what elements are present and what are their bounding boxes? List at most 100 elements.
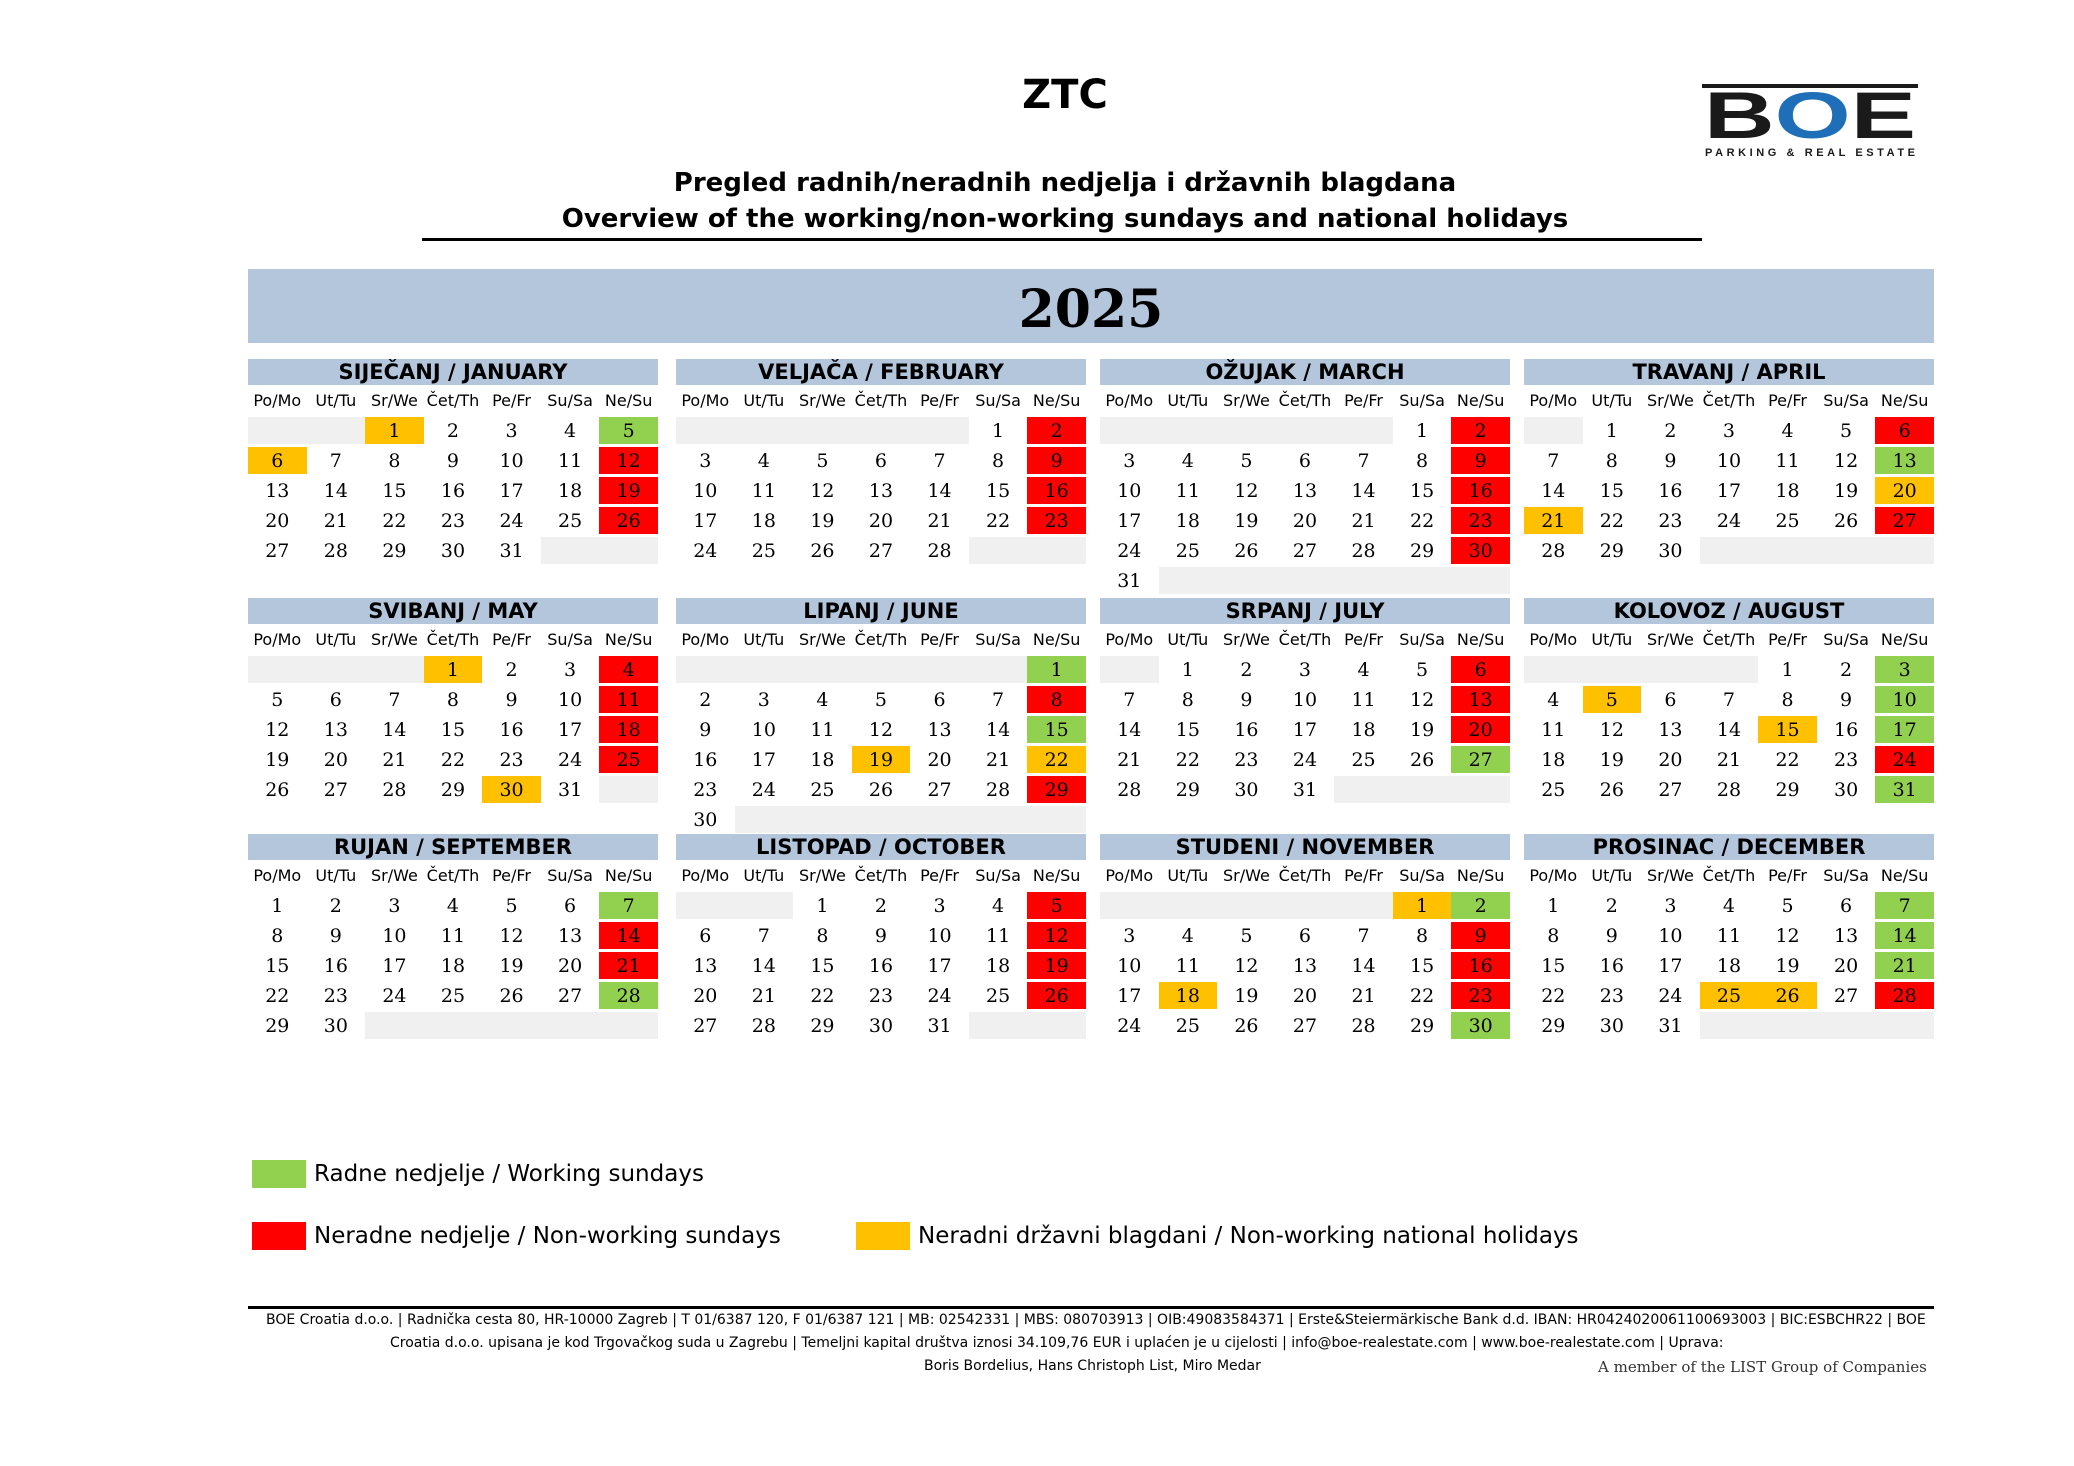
day-cell: 5: [1416, 659, 1429, 681]
day-cell: 4: [1722, 895, 1736, 917]
weekday-label: Pe/Fr: [1344, 391, 1383, 410]
day-cell: 12: [1834, 450, 1859, 472]
weekday-label: Pe/Fr: [920, 630, 959, 649]
weekday-header: Po/Mo Ut/Tu Sr/We Čet/Th Pe/Fr Su/Sa Ne/Su: [248, 385, 658, 415]
day-cell: 28: [599, 982, 658, 1009]
day-cell: 29: [382, 540, 407, 562]
day-cell: 25: [1775, 510, 1800, 532]
week-row: 10 11 12 13 14 15 16: [1100, 477, 1510, 504]
weekday-label: Pe/Fr: [1768, 630, 1807, 649]
month-calendar: LIPANJ / JUNE Po/Mo Ut/Tu Sr/We Čet/Th Pe/Fr S…: [676, 598, 1086, 833]
day-cell: 15: [440, 719, 466, 741]
weekday-label: Pe/Fr: [1768, 866, 1807, 885]
week-row: 13 14 15 16 17 18 19: [676, 952, 1086, 979]
day-cell: 7: [388, 689, 401, 711]
week-row: 24 25 26 27 28 29 30: [1100, 537, 1510, 564]
day-cell: 2: [446, 420, 460, 442]
week-row: 15 16 17 18 19 20 21: [1524, 952, 1934, 979]
week-row: 9 10 11 12 13 14 15: [676, 716, 1086, 743]
weekday-label: Po/Mo: [1105, 391, 1154, 410]
day-cell: 28: [1875, 982, 1934, 1009]
day-cell: 27: [868, 540, 894, 562]
day-cell: 31: [558, 779, 583, 801]
week-row: 26 27 28 29 30 31: [248, 776, 658, 803]
day-cell: 15: [382, 480, 407, 502]
day-cell: 12: [265, 719, 290, 741]
empty-day-cell: [1158, 417, 1218, 444]
day-cell: 10: [693, 480, 718, 502]
day-cell: 11: [558, 450, 583, 472]
day-cell: 22: [986, 510, 1011, 532]
weekday-header: Po/Mo Ut/Tu Sr/We Čet/Th Pe/Fr Su/Sa Ne/Su: [1100, 860, 1510, 890]
week-row: 30: [676, 806, 1086, 833]
day-cell: 27: [1292, 540, 1318, 562]
day-cell: 25: [986, 985, 1011, 1007]
weekday-label: Ut/Tu: [1591, 630, 1633, 649]
footer-line-1: BOE Croatia d.o.o. | Radnička cesta 80, …: [266, 1312, 1926, 1328]
empty-day-cell: [968, 1012, 1028, 1039]
day-cell: 21: [323, 510, 348, 532]
month-title: SRPANJ / JULY: [1100, 598, 1510, 624]
weekday-label: Ne/Su: [1032, 630, 1081, 649]
day-cell: 26: [1027, 982, 1086, 1009]
day-cell: 27: [1875, 507, 1934, 534]
weekday-label: Čet/Th: [426, 866, 480, 885]
day-cell: 31: [927, 1015, 952, 1037]
day-cell: 28: [986, 779, 1011, 801]
day-cell: 13: [323, 719, 348, 741]
day-cell: 12: [1234, 955, 1259, 977]
day-cell: 3: [1123, 925, 1136, 947]
legend-holiday-swatch: [856, 1222, 910, 1250]
week-row: 7 8 9 10 11 12 13: [1524, 447, 1934, 474]
day-cell: 12: [868, 719, 894, 741]
day-cell: 24: [1292, 749, 1318, 771]
empty-day-cell: [676, 656, 735, 683]
day-cell: 2: [329, 895, 342, 917]
day-cell: 25: [558, 510, 583, 532]
day-cell: 7: [1722, 689, 1736, 711]
day-cell: 15: [986, 480, 1011, 502]
day-cell: 7: [992, 689, 1005, 711]
day-cell: 21: [751, 985, 776, 1007]
day-cell: 19: [1234, 985, 1259, 1007]
weekday-label: Su/Sa: [1399, 630, 1445, 649]
day-cell: 13: [693, 955, 718, 977]
day-cell: 4: [1357, 659, 1370, 681]
day-cell: 29: [1027, 776, 1086, 803]
empty-day-cell: [1582, 656, 1642, 683]
empty-day-cell: [306, 656, 366, 683]
week-row: 24 25 26 27 28 29 30: [1100, 1012, 1510, 1039]
weekday-label: Pe/Fr: [920, 391, 959, 410]
day-cell: 29: [1541, 1015, 1566, 1037]
weekday-header: Po/Mo Ut/Tu Sr/We Čet/Th Pe/Fr Su/Sa Ne/Su: [676, 624, 1086, 654]
week-row: 1: [676, 656, 1086, 683]
weekday-label: Su/Sa: [1823, 630, 1869, 649]
day-cell: 6: [1875, 417, 1934, 444]
empty-day-cell: [1334, 776, 1393, 803]
day-cell: 30: [1451, 537, 1510, 564]
day-cell: 12: [1775, 925, 1800, 947]
day-cell: 20: [1658, 749, 1683, 771]
day-cell: 22: [440, 749, 466, 771]
day-cell: 13: [1292, 480, 1318, 502]
weekday-label: Ut/Tu: [743, 391, 785, 410]
weekday-label: Ut/Tu: [1591, 866, 1633, 885]
weekday-label: Pe/Fr: [1344, 866, 1383, 885]
day-cell: 9: [329, 925, 342, 947]
day-cell: 18: [1541, 749, 1566, 771]
month-calendar: KOLOVOZ / AUGUST Po/Mo Ut/Tu Sr/We Čet/Th Pe/…: [1524, 598, 1934, 812]
day-cell: 5: [816, 450, 829, 472]
day-cell: 26: [1599, 779, 1624, 801]
day-cell: 18: [1775, 480, 1800, 502]
day-cell: 22: [810, 985, 835, 1007]
day-cell: 9: [1840, 689, 1853, 711]
day-cell: 25: [1699, 982, 1759, 1009]
day-cell: 4: [992, 895, 1005, 917]
day-cell: 7: [1123, 689, 1136, 711]
day-cell: 12: [499, 925, 524, 947]
title-underline: [422, 238, 1702, 241]
day-cell: 3: [505, 420, 518, 442]
